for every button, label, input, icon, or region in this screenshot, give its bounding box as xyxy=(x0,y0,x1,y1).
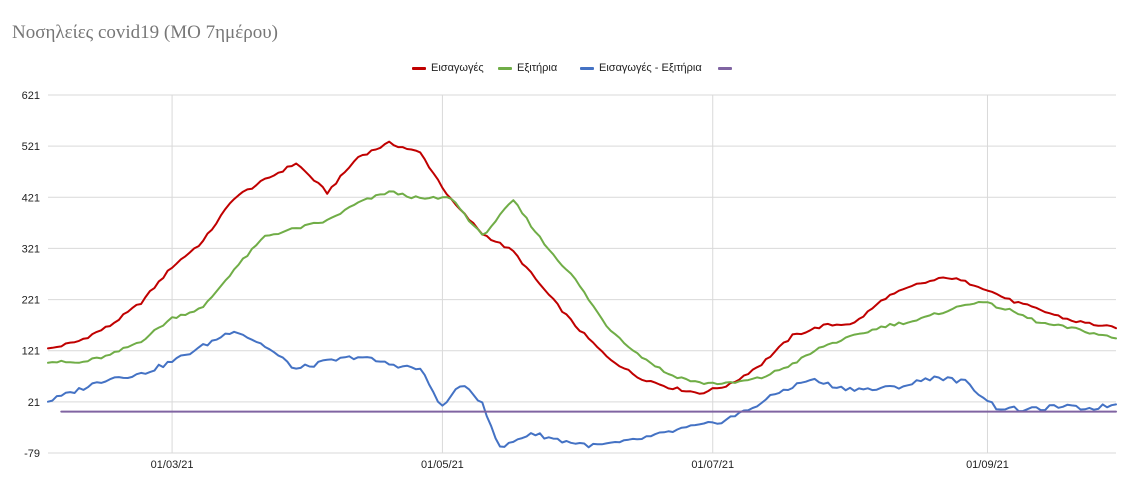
y-tick-label: 221 xyxy=(22,295,40,307)
y-tick-label: 621 xyxy=(22,90,40,102)
legend-swatch-admissions xyxy=(412,66,426,70)
gridlines xyxy=(48,94,1116,454)
legend-label-admissions: Εισαγωγές xyxy=(431,62,484,74)
series-line-0 xyxy=(47,140,1117,395)
y-axis-labels: 621 521 421 321 221 121 21 -79 xyxy=(22,90,40,460)
x-tick-label: 01/05/21 xyxy=(421,459,464,471)
y-tick-label: 21 xyxy=(28,397,40,409)
x-tick-label: 01/07/21 xyxy=(691,459,734,471)
legend-swatch-zero-line xyxy=(718,66,732,70)
legend-swatch-difference xyxy=(580,66,594,70)
series-lines xyxy=(47,140,1117,449)
y-tick-label: -79 xyxy=(24,448,40,460)
legend-item-zero-line[interactable] xyxy=(718,60,737,76)
legend-swatch-discharges xyxy=(498,66,512,70)
legend-item-discharges[interactable]: Εξιτήρια xyxy=(498,60,557,76)
x-tick-label: 01/03/21 xyxy=(151,459,194,471)
series-line-2 xyxy=(47,330,1117,449)
chart-title: Νοσηλείες covid19 (ΜΟ 7ημέρου) xyxy=(12,22,278,43)
x-tick-label: 01/09/21 xyxy=(966,459,1009,471)
y-tick-label: 321 xyxy=(22,243,40,255)
legend-item-admissions[interactable]: Εισαγωγές xyxy=(412,60,484,76)
y-tick-label: 121 xyxy=(22,346,40,358)
series-line-1 xyxy=(47,190,1117,386)
y-tick-label: 521 xyxy=(22,141,40,153)
legend: Εισαγωγές Εξιτήρια Εισαγωγές - Εξιτήρια xyxy=(0,60,1142,76)
y-tick-label: 421 xyxy=(22,192,40,204)
legend-item-difference[interactable]: Εισαγωγές - Εξιτήρια xyxy=(580,60,702,76)
legend-label-discharges: Εξιτήρια xyxy=(517,62,558,74)
x-axis-labels: 01/03/21 01/05/21 01/07/21 01/09/21 xyxy=(151,459,1009,471)
legend-label-difference: Εισαγωγές - Εξιτήρια xyxy=(599,62,702,74)
